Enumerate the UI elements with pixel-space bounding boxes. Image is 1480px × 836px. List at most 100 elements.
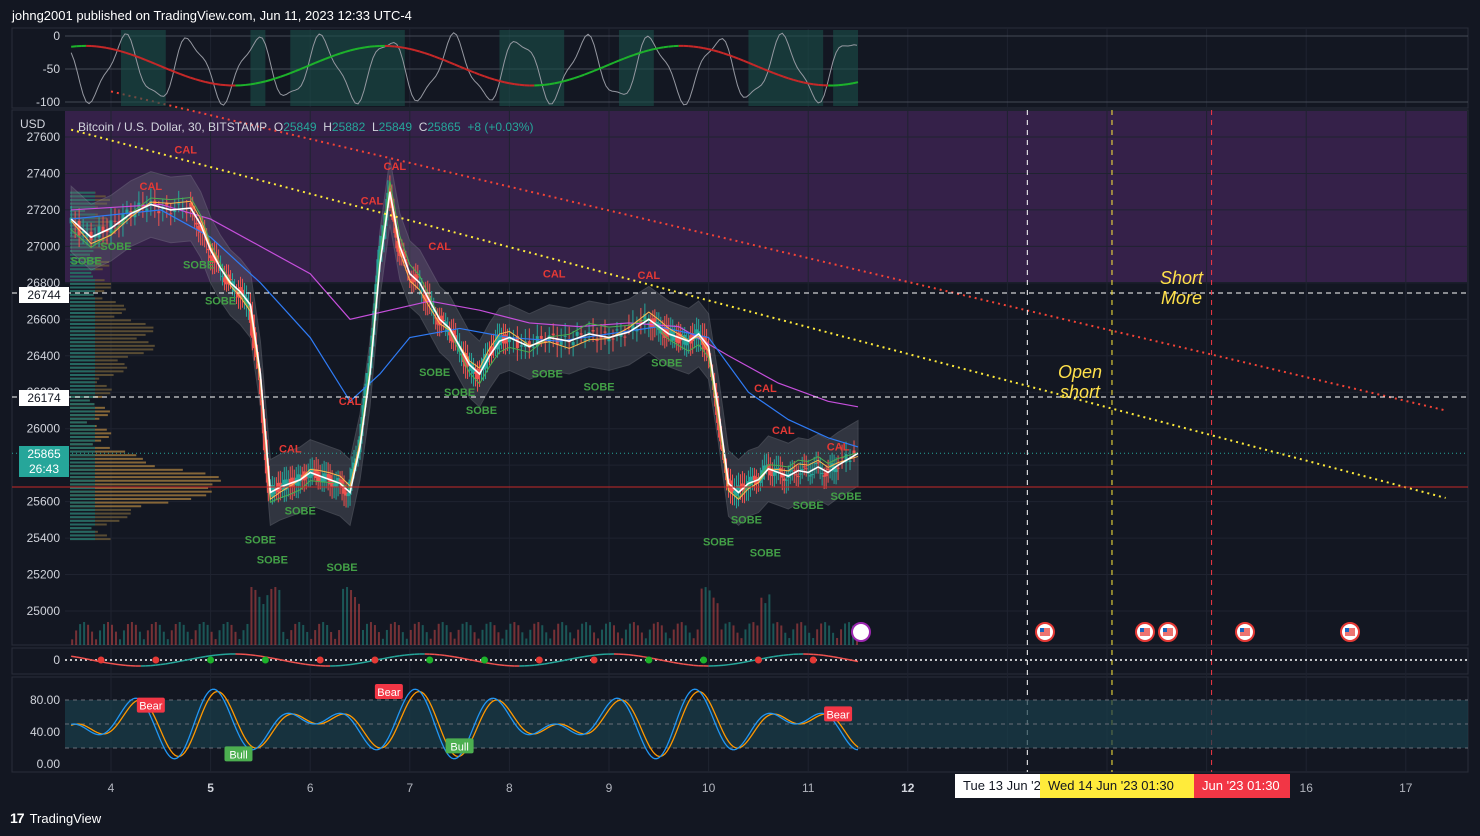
candle-body xyxy=(81,231,85,234)
osc-slow-line xyxy=(339,50,346,55)
x-tick-label: 7 xyxy=(406,781,413,795)
volume-bar xyxy=(541,625,544,645)
osc-slow-line xyxy=(763,68,769,72)
osc-slow-line xyxy=(210,82,216,85)
stoch-y-tick: 0.00 xyxy=(37,757,61,771)
close-value: 25865 xyxy=(427,120,461,134)
x-tick-label: 6 xyxy=(307,781,314,795)
volume-profile-bar-base xyxy=(70,457,95,460)
volume-bar xyxy=(170,630,173,645)
volume-bar xyxy=(501,638,504,645)
mid-osc-dot xyxy=(809,656,817,664)
volume-bar xyxy=(569,632,572,645)
volume-profile-bar xyxy=(70,457,143,460)
volume-profile-bar-base xyxy=(70,410,95,413)
osc-y-tick: -100 xyxy=(36,95,60,109)
osc-slow-line xyxy=(459,65,465,70)
volume-profile-bar-base xyxy=(70,257,95,260)
volume-profile-bar xyxy=(70,494,207,497)
candle-body xyxy=(394,227,398,238)
osc-slow-line xyxy=(643,49,650,53)
lightning-event-icon xyxy=(851,622,871,642)
mid-osc-line xyxy=(344,663,351,666)
sobe-marker: SOBE xyxy=(205,296,236,308)
volume-profile-bar-base xyxy=(70,297,95,300)
volume-bar xyxy=(266,595,269,645)
candle-body xyxy=(792,470,796,472)
volume-profile-bar-base xyxy=(70,403,95,406)
sobe-marker: SOBE xyxy=(466,405,497,417)
volume-bar xyxy=(246,623,249,645)
volume-profile-bar-base xyxy=(70,191,95,194)
mid-osc-line xyxy=(743,660,749,664)
mid-osc-line xyxy=(439,654,445,657)
candle-body xyxy=(774,468,778,473)
volume-bar xyxy=(310,638,313,645)
osc-slow-line xyxy=(787,77,794,81)
candle-body xyxy=(822,475,826,477)
volume-profile-bar xyxy=(70,341,149,344)
volume-bar xyxy=(672,629,675,645)
footer-brand[interactable]: TradingView xyxy=(29,810,102,826)
volume-profile-bar xyxy=(70,352,144,355)
volume-profile-bar-base xyxy=(70,374,95,376)
volume-bar xyxy=(533,623,536,645)
osc-slow-line xyxy=(155,63,162,68)
candle-body xyxy=(336,477,340,484)
mid-osc-line xyxy=(285,660,291,663)
volume-bar xyxy=(302,624,305,645)
volume-bar xyxy=(278,589,281,645)
sobe-marker: SOBE xyxy=(703,536,734,548)
high-label: H xyxy=(323,120,332,134)
volume-bar xyxy=(290,630,293,645)
mid-osc-line xyxy=(305,663,311,666)
osc-slow-line xyxy=(304,64,311,69)
volume-bar xyxy=(417,622,420,645)
volume-bar xyxy=(146,630,149,645)
y-tick-label: 27200 xyxy=(27,203,61,217)
candle-body xyxy=(685,338,689,346)
osc-slow-line xyxy=(185,75,192,79)
short-more-annotation[interactable]: Short More xyxy=(1160,268,1203,308)
osc-slow-line xyxy=(718,50,724,55)
candle-body xyxy=(731,486,735,494)
volume-bar xyxy=(262,604,265,645)
flag-stripes-icon xyxy=(1140,628,1150,636)
mid-osc-line xyxy=(574,656,580,660)
symbol-name[interactable]: Bitcoin / U.S. Dollar, 30, BITSTAMP xyxy=(78,120,268,134)
candle-body xyxy=(736,485,740,494)
volume-bar xyxy=(824,622,827,645)
sobe-marker: SOBE xyxy=(651,358,682,370)
osc-slow-line xyxy=(215,83,221,86)
candle-body xyxy=(308,469,312,478)
volume-bar xyxy=(780,625,783,645)
volume-profile-bar xyxy=(70,508,131,511)
open-short-annotation[interactable]: Open short xyxy=(1058,362,1102,402)
osc-slow-line xyxy=(479,73,485,78)
volume-profile-bar-base xyxy=(70,206,95,209)
volume-bar xyxy=(836,637,839,645)
osc-slow-line xyxy=(175,71,182,76)
volume-bar xyxy=(609,622,611,645)
volume-bar xyxy=(322,622,325,645)
volume-bar xyxy=(174,624,177,645)
osc-slow-line xyxy=(260,80,266,84)
mid-osc-line xyxy=(85,658,92,661)
osc-highlight xyxy=(499,30,565,106)
sobe-marker: SOBE xyxy=(285,505,316,517)
mid-osc-line xyxy=(255,654,261,657)
volume-bar xyxy=(91,631,94,645)
volume-profile-bar-base xyxy=(70,242,95,245)
volume-bar xyxy=(238,639,241,645)
volume-profile-bar-base xyxy=(70,220,95,223)
volume-profile-bar xyxy=(70,348,154,351)
flag-canton-icon xyxy=(1240,628,1244,632)
volume-bar xyxy=(334,638,337,645)
volume-profile-bar xyxy=(70,326,154,329)
candle-body xyxy=(772,472,776,476)
osc-slow-line xyxy=(554,81,560,85)
volume-bar xyxy=(700,588,703,645)
stoch-label-text: Bull xyxy=(450,741,468,753)
candle-body xyxy=(472,367,476,374)
